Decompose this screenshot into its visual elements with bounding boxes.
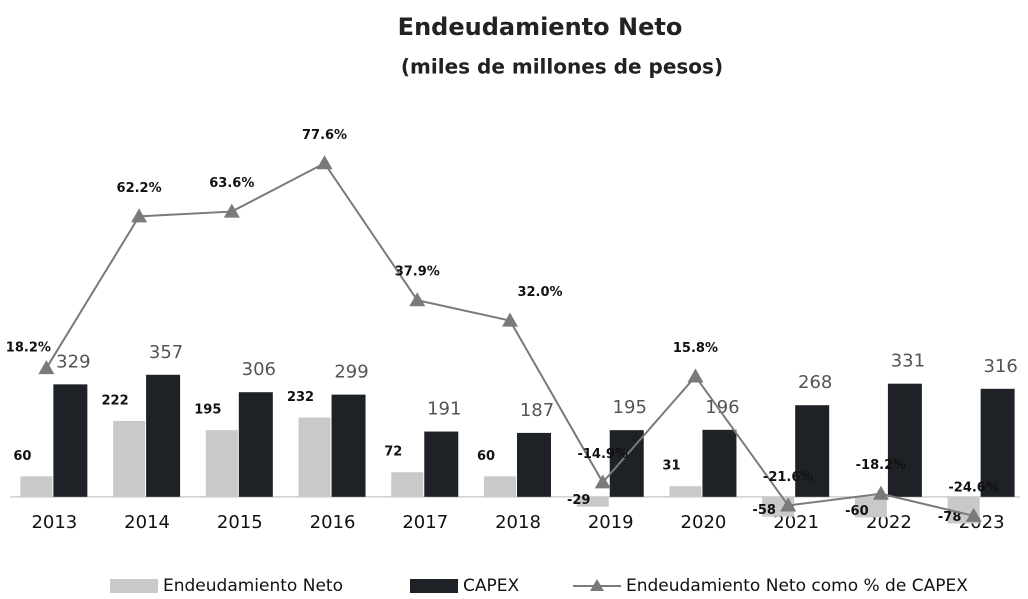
bar <box>980 388 1015 497</box>
data-label: 306 <box>242 359 276 380</box>
line <box>45 161 974 517</box>
legend-label: CAPEX <box>463 576 519 596</box>
data-label: -18.2% <box>856 458 907 473</box>
data-label: -21.6% <box>763 470 814 485</box>
bar <box>702 429 737 497</box>
x-tick-label: 2013 <box>31 512 77 533</box>
data-label: 187 <box>520 400 554 421</box>
data-label: 60 <box>477 449 495 464</box>
data-label: 31 <box>662 459 680 474</box>
data-label: 357 <box>149 342 183 363</box>
data-label: -78 <box>938 510 962 525</box>
line-marker <box>131 208 148 223</box>
bar <box>238 392 273 497</box>
data-label: -29 <box>567 493 591 508</box>
data-label: 232 <box>287 390 314 405</box>
data-label: -60 <box>845 504 869 519</box>
line-marker <box>965 507 982 522</box>
data-label: 195 <box>613 397 647 418</box>
data-label: 222 <box>102 393 129 408</box>
data-label: 72 <box>384 445 402 460</box>
bar <box>795 405 830 497</box>
bar <box>576 496 609 507</box>
data-label: 37.9% <box>395 265 440 280</box>
data-label: 60 <box>13 449 31 464</box>
legend-marker <box>590 579 604 591</box>
line-marker <box>223 203 240 218</box>
data-label: -58 <box>752 503 776 518</box>
data-label: 329 <box>56 351 90 372</box>
data-label: 62.2% <box>117 181 162 196</box>
x-tick-label: 2021 <box>773 512 819 533</box>
legend-swatch <box>410 579 458 593</box>
line-marker <box>409 292 426 307</box>
bar <box>205 430 238 497</box>
bar <box>484 476 516 497</box>
bar <box>298 417 331 497</box>
data-label: 316 <box>983 356 1017 377</box>
x-tick-label: 2020 <box>681 512 727 533</box>
bar <box>517 432 551 497</box>
chart-subtitle: (miles de millones de pesos) <box>401 55 723 79</box>
bar <box>391 472 424 497</box>
line-marker <box>502 312 518 327</box>
data-label: 299 <box>334 362 368 383</box>
line-marker <box>780 497 797 512</box>
data-label: -24.6% <box>948 480 999 495</box>
x-tick-label: 2017 <box>402 512 448 533</box>
bar <box>113 420 146 497</box>
line-marker <box>872 485 889 500</box>
data-label: 63.6% <box>209 176 254 191</box>
line-marker <box>38 360 55 375</box>
legend-label: Endeudamiento Neto <box>163 576 343 596</box>
x-tick-label: 2015 <box>217 512 263 533</box>
bar <box>146 374 181 497</box>
bar <box>669 486 702 497</box>
data-label: 195 <box>194 403 221 418</box>
bar <box>887 383 922 497</box>
data-label: 32.0% <box>517 285 562 300</box>
legend-label: Endeudamiento Neto como % de CAPEX <box>626 576 968 596</box>
x-tick-label: 2014 <box>124 512 170 533</box>
chart-title: Endeudamiento Neto <box>398 13 683 41</box>
data-label: 18.2% <box>6 341 51 356</box>
data-label: -14.9% <box>577 447 628 462</box>
bar <box>53 384 88 497</box>
line-marker <box>316 155 333 170</box>
bar <box>20 476 53 497</box>
data-label: 331 <box>891 351 925 372</box>
data-label: 191 <box>427 399 461 420</box>
data-label: 268 <box>798 372 832 393</box>
legend-swatch <box>110 579 158 593</box>
bar <box>331 394 366 497</box>
data-label: 77.6% <box>302 128 347 143</box>
x-tick-label: 2019 <box>588 512 634 533</box>
bar <box>854 496 887 518</box>
bar <box>424 431 459 497</box>
x-tick-label: 2016 <box>310 512 356 533</box>
line-marker <box>687 368 704 383</box>
data-label: 15.8% <box>673 341 718 356</box>
line-marker <box>594 474 611 489</box>
x-tick-label: 2018 <box>495 512 541 533</box>
